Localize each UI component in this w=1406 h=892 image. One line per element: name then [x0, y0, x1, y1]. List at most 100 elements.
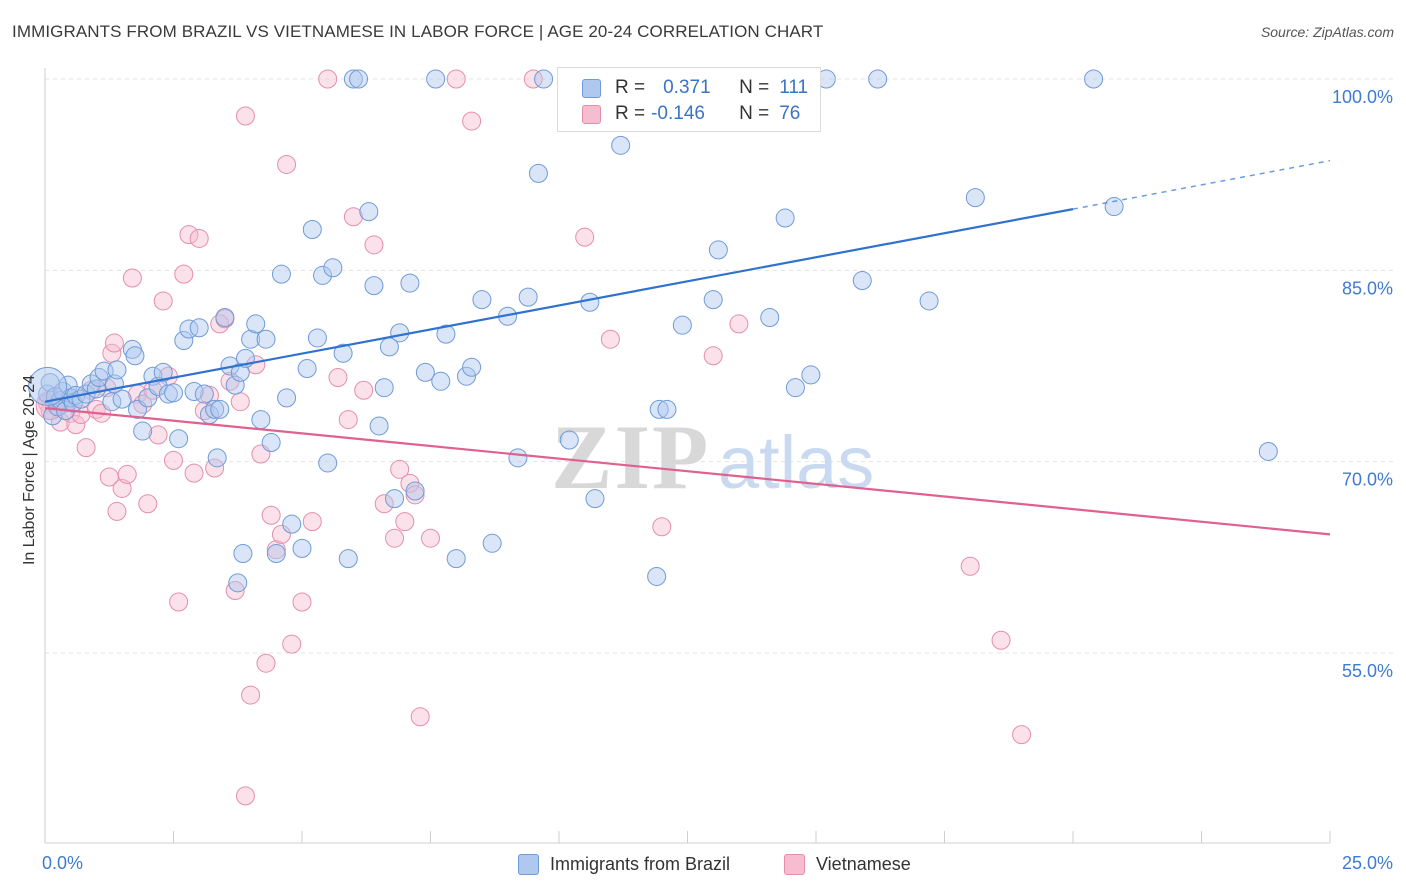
brazil-point — [225, 375, 245, 395]
brazil-point — [153, 362, 173, 382]
vietnamese-point — [107, 501, 127, 521]
brazil-point — [657, 399, 677, 419]
bottom-legend-brazil: Immigrants from Brazil — [518, 852, 730, 876]
brazil-point — [390, 323, 410, 343]
vietnamese-point — [343, 207, 363, 227]
brazil-point — [374, 378, 394, 398]
brazil-point — [703, 290, 723, 310]
brazil-point — [369, 416, 389, 436]
vietnamese-point — [256, 653, 276, 673]
vietnamese-point — [76, 438, 96, 458]
brazil-point — [241, 329, 261, 349]
brazil-point — [919, 291, 939, 311]
chart-title: IMMIGRANTS FROM BRAZIL VS VIETNAMESE IN … — [12, 22, 824, 41]
bottom-swatch-blue — [518, 853, 539, 875]
brazil-trend-line — [44, 208, 1074, 403]
x-tick-label: 25.0% — [1342, 853, 1393, 873]
bottom-legend-label: Vietnamese — [816, 853, 911, 874]
brazil-point — [174, 330, 194, 350]
vietnamese-point — [225, 580, 245, 600]
vietnamese-point — [338, 410, 358, 430]
brazil-point — [205, 399, 225, 419]
brazil-point — [785, 378, 805, 398]
brazil-point — [266, 544, 286, 564]
legend-r-label: R = — [615, 77, 646, 98]
stats-legend: R = 0.371 N = 111 R = -0.146 N = 76 — [557, 67, 821, 132]
brazil-point — [364, 276, 384, 296]
brazil-point — [431, 371, 451, 391]
brazil-point — [708, 240, 728, 260]
vietnamese-point — [1012, 725, 1032, 745]
vietnamese-point — [395, 512, 415, 532]
vietnamese-point — [122, 268, 142, 288]
vietnamese-point — [148, 425, 168, 445]
y-tick-label: 85.0% — [1342, 278, 1393, 298]
brazil-point — [456, 366, 476, 386]
brazil-point — [233, 544, 253, 564]
brazil-point — [405, 481, 425, 501]
brazil-point — [385, 489, 405, 509]
brazil-point — [256, 329, 276, 349]
brazil-point — [775, 208, 795, 228]
vietnamese-point — [277, 154, 297, 174]
vietnamese-point — [600, 329, 620, 349]
vietnamese-point — [184, 463, 204, 483]
brazil-point — [230, 362, 250, 382]
vietnamese-point — [960, 556, 980, 576]
vietnamese-point — [153, 291, 173, 311]
brazil-point — [215, 308, 235, 328]
brazil-point — [107, 360, 127, 380]
brazil-point — [672, 315, 692, 335]
legend-swatch-pink — [582, 104, 601, 124]
brazil-point — [271, 264, 291, 284]
vietnamese-point — [991, 630, 1011, 650]
brazil-point — [400, 273, 420, 293]
vietnamese-point — [112, 478, 132, 498]
brazil-point — [585, 489, 605, 509]
brazil-point — [801, 365, 821, 385]
brazil-point — [318, 453, 338, 473]
vietnamese-point — [374, 494, 394, 514]
brazil-point — [965, 188, 985, 208]
brazil-point — [297, 359, 317, 379]
brazil-point — [482, 533, 502, 553]
legend-swatch-blue — [582, 78, 601, 98]
axes — [44, 68, 1331, 844]
brazil-point — [313, 265, 333, 285]
vietnamese-point — [104, 333, 124, 353]
brazil-point — [508, 448, 528, 468]
vietnamese-point — [179, 225, 199, 245]
vietnamese-point — [133, 394, 153, 414]
vietnamese-point — [652, 517, 672, 537]
legend-row-vietnamese: R = -0.146 N = 76 — [582, 103, 800, 125]
brazil-point — [349, 69, 369, 89]
watermark: ZIP atlas — [551, 406, 874, 508]
vietnamese-point — [241, 685, 261, 705]
brazil-point — [246, 314, 266, 334]
y-tick-label: 100.0% — [1332, 87, 1393, 107]
watermark-zip: ZIP — [551, 406, 710, 508]
vietnamese-point — [328, 367, 348, 387]
brazil-point — [1084, 69, 1104, 89]
brazil-point — [169, 429, 189, 449]
brazil-point — [292, 538, 312, 558]
brazil-point — [179, 319, 199, 339]
brazil-point — [282, 514, 302, 534]
brazil-point — [343, 69, 363, 89]
vietnamese-point — [385, 528, 405, 548]
x-tick-label: 0.0% — [42, 853, 83, 873]
vietnamese-point — [235, 786, 255, 806]
brazil-point — [426, 69, 446, 89]
bottom-swatch-pink — [784, 853, 805, 875]
vietnamese-point — [421, 528, 440, 548]
brazil-point — [852, 271, 872, 291]
vietnamese-point — [174, 264, 194, 284]
brazil-point — [43, 406, 63, 426]
vietnamese-point — [354, 380, 374, 400]
vietnamese-point — [390, 459, 410, 479]
legend-n-value: 76 — [779, 103, 801, 124]
brazil-point — [647, 566, 667, 586]
legend-r-label: R = — [615, 103, 646, 124]
vietnamese-trend-line — [44, 406, 1331, 536]
